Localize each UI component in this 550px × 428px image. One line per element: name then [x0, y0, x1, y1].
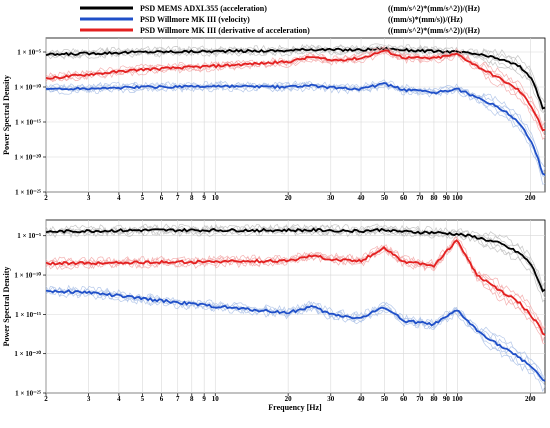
legend: PSD MEMS ADXL355 (acceleration) ((mm/s^2)…	[80, 4, 480, 35]
x-tick-label: 5	[141, 194, 145, 202]
x-tick-label: 9	[202, 395, 206, 403]
x-tick-label: 60	[400, 194, 408, 202]
legend-unit-2: ((mm/s)*(mm/s))/(Hz)	[388, 15, 463, 24]
x-tick-label: 10	[212, 395, 220, 403]
x-tick-label: 50	[381, 194, 389, 202]
y-tick-label: 1 × 10⁻¹⁰	[14, 84, 41, 92]
y-axis-title: Power Spectral Density	[2, 267, 11, 347]
x-tick-label: 8	[190, 395, 194, 403]
series-line-1	[45, 227, 546, 293]
x-tick-label: 70	[416, 194, 424, 202]
x-tick-label: 7	[176, 194, 180, 202]
x-tick-label: 90	[443, 194, 451, 202]
x-tick-label: 3	[87, 395, 91, 403]
y-axis-title: Power Spectral Density	[2, 75, 11, 155]
x-tick-label: 100	[452, 395, 463, 403]
legend-unit-3: ((mm/s^2)*(mm/s^2))/(Hz)	[388, 26, 480, 35]
x-axis-title: Frequency [Hz]	[268, 403, 322, 412]
x-tick-label: 80	[430, 194, 438, 202]
x-tick-label: 6	[160, 395, 164, 403]
series-line-2	[45, 289, 546, 382]
series-trace-2	[45, 284, 546, 377]
series-trace-2	[45, 83, 546, 185]
y-tick-label: 1 × 10⁻⁵	[17, 232, 41, 240]
plot-frame	[45, 219, 546, 394]
y-tick-label: 1 × 10⁻¹⁵	[15, 311, 41, 319]
x-tick-label: 20	[285, 395, 293, 403]
x-tick-label: 100	[452, 194, 463, 202]
x-tick-label: 50	[381, 395, 389, 403]
panel-bottom: 2 3 4 5 6 7 8 9 10 20 30 40 50 60 70 80 90 100 200 1 × 10⁻⁵…	[2, 219, 546, 403]
y-tick-label: 1 × 10⁻²⁰	[14, 154, 41, 162]
x-tick-label: 9	[202, 194, 206, 202]
series-trace-2	[45, 81, 546, 174]
x-tick-label: 7	[176, 395, 180, 403]
series-line-1	[45, 46, 546, 110]
x-tick-label: 2	[44, 194, 48, 202]
y-tick-label: 1 × 10⁻²⁰	[14, 350, 41, 358]
x-tick-label: 40	[358, 194, 366, 202]
x-tick-label: 20	[285, 194, 293, 202]
x-tick-label: 5	[141, 395, 145, 403]
x-tick-label: 4	[117, 194, 121, 202]
series-line-3	[45, 49, 546, 132]
legend-unit-1: ((mm/s^2)*(mm/s^2))/(Hz)	[388, 4, 480, 13]
x-tick-label: 60	[400, 395, 408, 403]
x-tick-label: 200	[525, 395, 536, 403]
y-tick-label: 1 × 10⁻²⁵	[15, 189, 41, 197]
series-line-3	[45, 239, 546, 336]
y-tick-label: 1 × 10⁻¹⁰	[14, 272, 41, 280]
series-trace-1	[45, 227, 546, 299]
series-trace-1	[45, 228, 546, 303]
x-tick-label: 40	[358, 395, 366, 403]
x-tick-label: 200	[525, 194, 536, 202]
series-trace-3	[45, 45, 546, 127]
x-tick-label: 10	[212, 194, 220, 202]
series-line-2	[45, 82, 546, 176]
x-tick-label: 6	[160, 194, 164, 202]
x-tick-label: 3	[87, 194, 91, 202]
x-tick-label: 4	[117, 395, 121, 403]
x-tick-label: 8	[190, 194, 194, 202]
x-tick-label: 30	[327, 194, 335, 202]
x-tick-label: 2	[44, 395, 48, 403]
x-tick-label: 90	[443, 395, 451, 403]
y-tick-label: 1 × 10⁻²⁵	[15, 390, 41, 398]
legend-label-1: PSD MEMS ADXL355 (acceleration)	[140, 4, 267, 13]
panel-top: 2 3 4 5 6 7 8 9 10 20 30 40 50 60 70 80 90 100 200 1 × 10⁻⁵…	[2, 37, 546, 202]
x-tick-label: 80	[430, 395, 438, 403]
y-tick-label: 1 × 10⁻⁵	[17, 49, 41, 57]
x-tick-label: 70	[416, 395, 424, 403]
y-tick-label: 1 × 10⁻¹⁵	[15, 119, 41, 127]
x-tick-label: 30	[327, 395, 335, 403]
legend-label-2: PSD Willmore MK III (velocity)	[140, 15, 250, 24]
legend-label-3: PSD Willmore MK III (derivative of accel…	[140, 26, 310, 35]
